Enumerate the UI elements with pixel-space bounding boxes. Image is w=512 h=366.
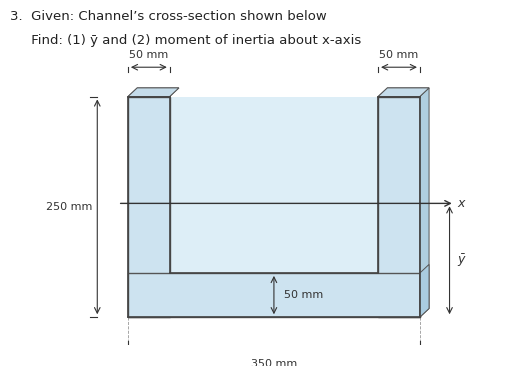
Polygon shape <box>378 88 429 97</box>
Text: 250 mm: 250 mm <box>46 202 92 212</box>
Polygon shape <box>128 97 169 317</box>
Polygon shape <box>420 264 429 317</box>
Text: 350 mm: 350 mm <box>251 359 297 366</box>
Polygon shape <box>420 88 429 317</box>
Polygon shape <box>378 97 420 317</box>
Polygon shape <box>128 273 420 317</box>
Polygon shape <box>128 88 179 97</box>
Text: x: x <box>457 197 464 210</box>
Text: 50 mm: 50 mm <box>129 51 168 60</box>
Text: 50 mm: 50 mm <box>379 51 419 60</box>
Text: Find: (1) ȳ and (2) moment of inertia about x-axis: Find: (1) ȳ and (2) moment of inertia ab… <box>10 34 361 48</box>
Polygon shape <box>378 88 429 97</box>
Text: $\bar{y}$: $\bar{y}$ <box>457 252 467 269</box>
Polygon shape <box>169 97 378 273</box>
Text: 3.  Given: Channel’s cross-section shown below: 3. Given: Channel’s cross-section shown … <box>10 10 327 23</box>
Text: 50 mm: 50 mm <box>284 290 324 300</box>
Polygon shape <box>128 88 179 97</box>
